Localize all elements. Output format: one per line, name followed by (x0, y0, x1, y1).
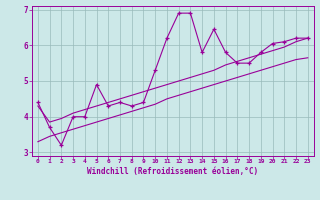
X-axis label: Windchill (Refroidissement éolien,°C): Windchill (Refroidissement éolien,°C) (87, 167, 258, 176)
